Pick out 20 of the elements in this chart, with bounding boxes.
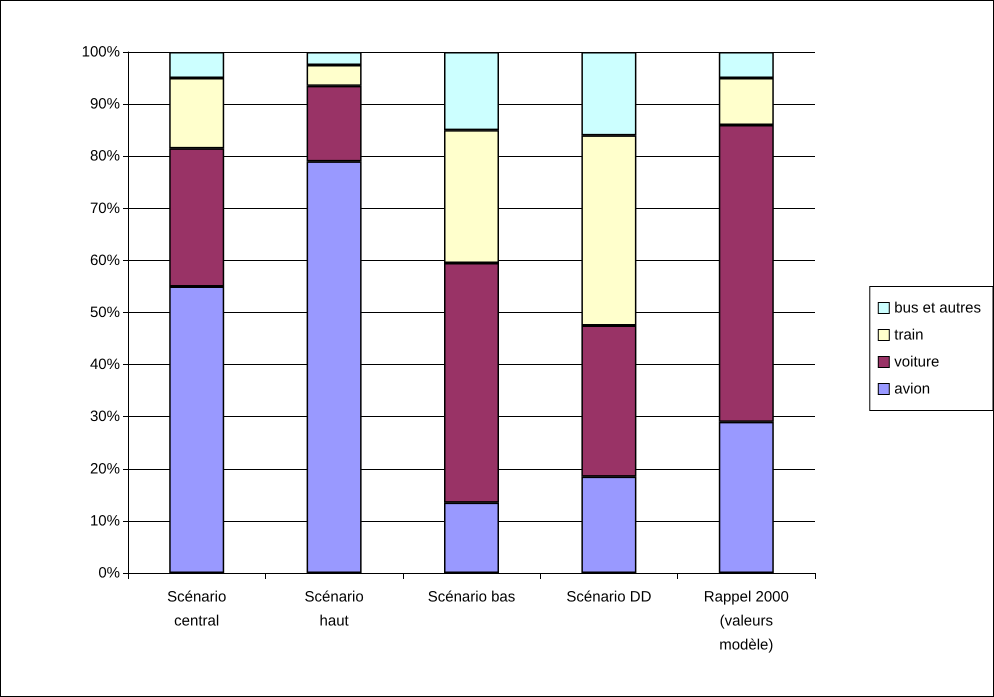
y-tick-label: 50%: [90, 304, 120, 321]
legend-label: avion: [894, 380, 930, 398]
legend-label: bus et autres: [894, 300, 981, 316]
y-tick-label: 70%: [90, 200, 120, 217]
x-tick-label: Scénario DD: [566, 588, 652, 606]
y-tick-label: 40%: [90, 356, 120, 374]
legend-label: voiture: [894, 354, 940, 370]
y-tick-label: 30%: [90, 408, 120, 426]
x-tick-label: Scénario haut: [304, 588, 364, 630]
legend-label: train: [894, 326, 924, 344]
y-tick-label: 90%: [90, 96, 120, 113]
x-tick-label: Rappel 2000 (valeurs modèle): [704, 588, 789, 654]
y-tick-label: 10%: [90, 512, 120, 530]
y-tick-label: 60%: [90, 252, 120, 269]
y-tick-label: 100%: [82, 44, 120, 60]
x-tick-label: Scénario bas: [428, 588, 516, 606]
y-tick-label: 80%: [90, 148, 120, 165]
y-tick-label: 20%: [90, 460, 120, 478]
x-tick-label: Scénario central: [167, 588, 226, 630]
y-tick-label: 0%: [98, 564, 120, 582]
